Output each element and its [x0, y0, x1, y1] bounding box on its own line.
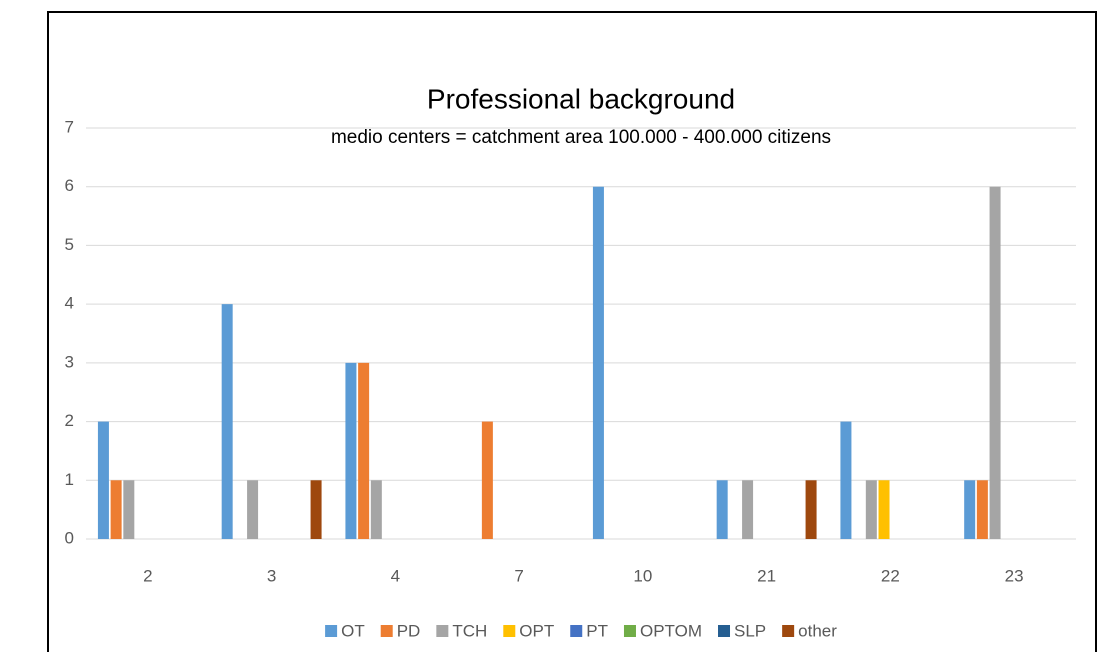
chart-subtitle: medio centers = catchment area 100.000 -… [331, 127, 831, 148]
legend-label: SLP [734, 621, 766, 640]
y-tick-label: 7 [65, 117, 74, 136]
bar [481, 421, 493, 539]
legend-swatch [623, 625, 636, 637]
bar [110, 480, 122, 539]
bar [840, 421, 852, 539]
bar [716, 480, 728, 539]
bar [989, 186, 1001, 539]
legend-swatch [380, 625, 393, 637]
x-tick-label: 2 [143, 566, 152, 585]
legend-swatch [782, 625, 795, 637]
bar [964, 480, 976, 539]
bar [345, 362, 357, 539]
legend-swatch [718, 625, 731, 637]
bar [247, 480, 259, 539]
legend-label: other [798, 621, 837, 640]
y-tick-label: 2 [65, 411, 74, 430]
legend-swatch [570, 625, 583, 637]
legend-label: OT [341, 621, 365, 640]
x-tick-label: 7 [514, 566, 523, 585]
chart-title: Professional background [427, 83, 735, 114]
legend-swatch [503, 625, 516, 637]
bar [592, 186, 604, 539]
x-tick-label: 22 [881, 566, 900, 585]
legend-label: OPTOM [640, 621, 702, 640]
bar [742, 480, 754, 539]
legend-swatch [325, 625, 338, 637]
bar [976, 480, 988, 539]
y-tick-label: 5 [65, 235, 74, 254]
x-tick-label: 4 [391, 566, 400, 585]
legend-swatch [436, 625, 449, 637]
bar [123, 480, 135, 539]
y-tick-label: 4 [65, 294, 74, 313]
y-tick-label: 3 [65, 352, 74, 371]
bar [865, 480, 877, 539]
bar [310, 480, 322, 539]
x-tick-label: 23 [1005, 566, 1024, 585]
legend-label: PD [397, 621, 421, 640]
legend-label: TCH [452, 621, 487, 640]
x-tick-label: 10 [633, 566, 652, 585]
legend-label: PT [586, 621, 608, 640]
bar [358, 362, 370, 539]
x-tick-label: 3 [267, 566, 276, 585]
x-tick-label: 21 [757, 566, 776, 585]
legend-label: OPT [519, 621, 554, 640]
bar [878, 480, 890, 539]
bar [221, 304, 233, 539]
y-tick-label: 6 [65, 176, 74, 195]
bar [370, 480, 382, 539]
bar [805, 480, 817, 539]
y-tick-label: 0 [65, 528, 74, 547]
y-tick-label: 1 [65, 470, 74, 489]
bar [97, 421, 109, 539]
